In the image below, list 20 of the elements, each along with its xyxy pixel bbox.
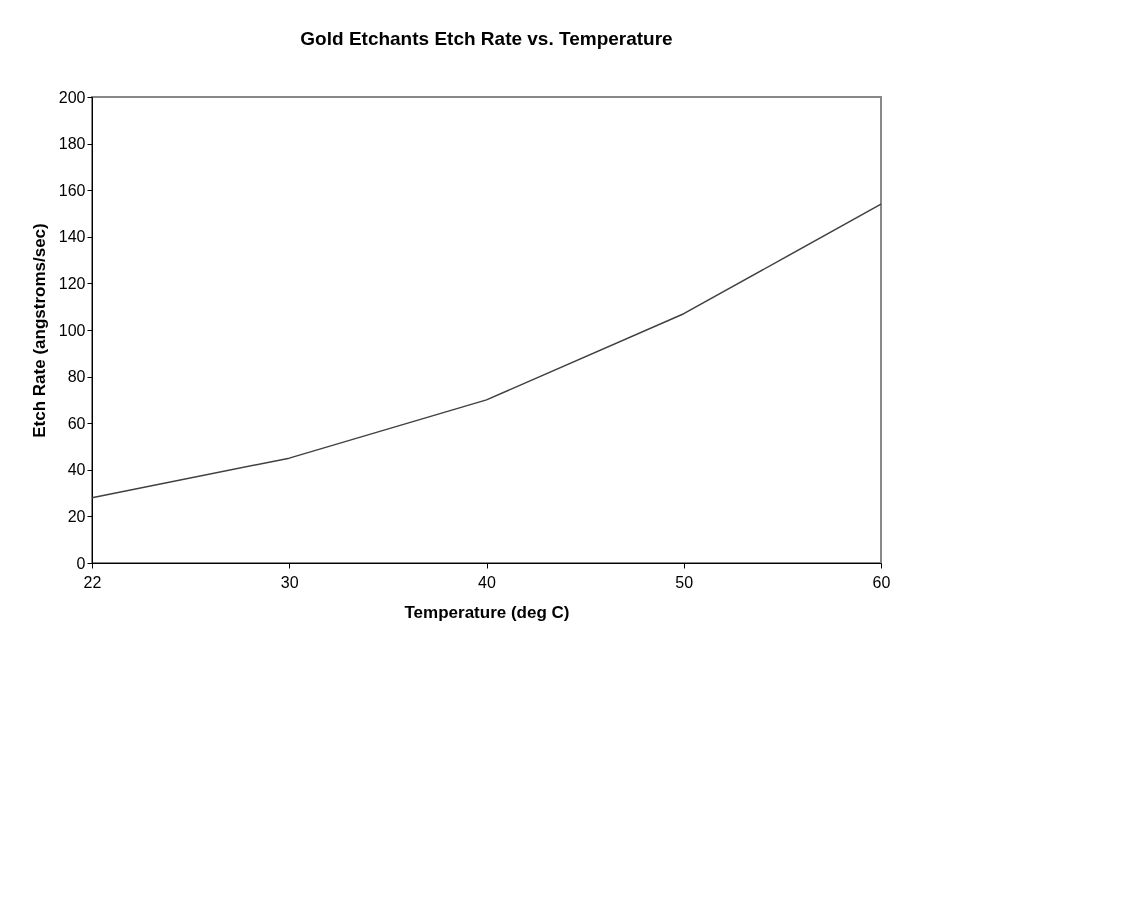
y-tick-label: 40 xyxy=(67,461,86,479)
y-tick-label: 160 xyxy=(58,181,86,199)
line-series xyxy=(91,203,882,499)
x-tick-label: 22 xyxy=(83,573,102,591)
y-tick-label: 20 xyxy=(67,507,86,525)
x-tick-label: 60 xyxy=(872,573,891,591)
y-tick-label: 0 xyxy=(76,554,86,572)
x-tick-label: 40 xyxy=(478,573,496,591)
y-axis-title: Etch Rate (angstroms/sec) xyxy=(29,223,49,438)
y-tick-label: 100 xyxy=(58,321,86,339)
y-tick-label: 60 xyxy=(67,414,86,432)
y-tick-label: 140 xyxy=(58,228,86,246)
x-tick-label: 50 xyxy=(675,573,694,591)
y-tick-label: 80 xyxy=(67,368,86,386)
chart-title: Gold Etchants Etch Rate vs. Temperature xyxy=(300,28,673,49)
y-tick-label: 120 xyxy=(58,274,86,292)
x-tick-label: 30 xyxy=(280,573,299,591)
y-tick-label: 180 xyxy=(58,135,86,153)
y-tick-label: 200 xyxy=(58,88,86,106)
x-axis-title: Temperature (deg C) xyxy=(404,602,570,622)
